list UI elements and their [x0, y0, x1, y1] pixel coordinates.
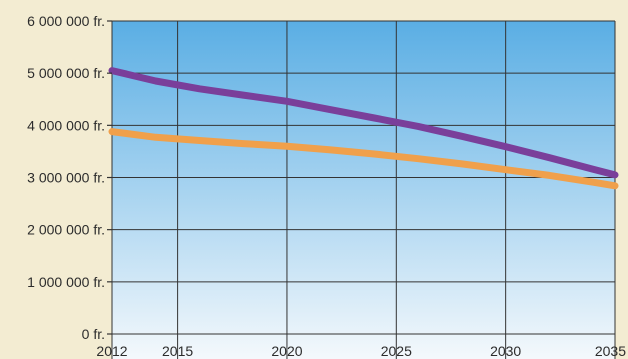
y-axis-ticks: 0 fr. 1 000 000 fr. 2 000 000 fr. 3 000 000… [27, 13, 112, 342]
series-line-2 [108, 128, 619, 190]
y-tick-label: 0 fr. [82, 326, 105, 342]
x-tick-label: 2015 [162, 343, 193, 359]
y-tick-label: 5 000 000 fr. [27, 65, 105, 81]
grid-lines [111, 20, 616, 359]
x-tick-label: 2012 [96, 343, 127, 359]
series-lines [108, 67, 619, 190]
x-tick-label: 2035 [595, 343, 626, 359]
y-tick-label: 1 000 000 fr. [27, 274, 105, 290]
y-tick-label: 3 000 000 fr. [27, 170, 105, 186]
x-tick-label: 2030 [490, 343, 521, 359]
plot-area [112, 21, 615, 359]
x-tick-label: 2025 [381, 343, 412, 359]
series-line-1 [108, 67, 619, 179]
y-tick-label: 6 000 000 fr. [27, 13, 105, 29]
x-axis-ticks: 2012 2015 2020 2025 2030 2035 [96, 343, 626, 359]
y-tick-label: 2 000 000 fr. [27, 222, 105, 238]
y-tick-label: 4 000 000 fr. [27, 117, 105, 133]
x-tick-label: 2020 [271, 343, 302, 359]
